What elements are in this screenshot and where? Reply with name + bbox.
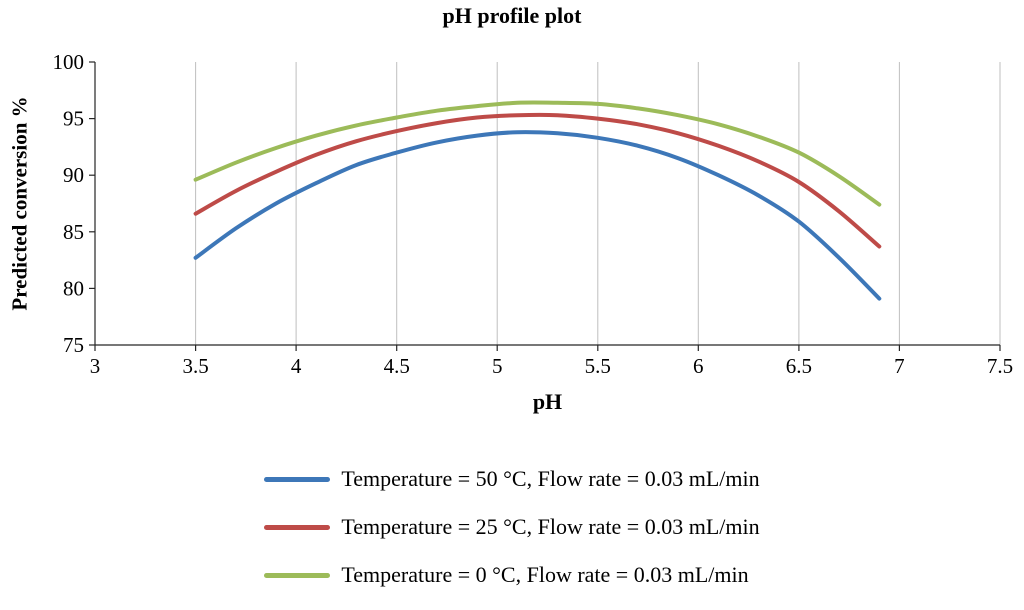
x-tick-label: 4.5 (384, 354, 410, 378)
y-tick-label: 75 (63, 333, 84, 357)
y-tick-label: 90 (63, 163, 84, 187)
x-tick-label: 6.5 (786, 354, 812, 378)
x-tick-label: 7 (894, 354, 905, 378)
x-tick-label: 6 (693, 354, 704, 378)
legend-label: Temperature = 0 °C, Flow rate = 0.03 mL/… (341, 562, 749, 587)
y-axis-title: Predicted conversion % (2, 0, 38, 407)
plot-area: 3 3.5 4 4.5 5 5.5 6 6.5 7 7.5 75 80 85 90 95 100 (53, 50, 1014, 378)
x-tick-label: 7.5 (987, 354, 1013, 378)
x-tick-label: 4 (291, 354, 302, 378)
x-axis-title: pH (532, 389, 563, 414)
series-line-0 (193, 130, 882, 301)
legend: Temperature = 50 °C, Flow rate = 0.03 mL… (264, 466, 760, 588)
y-tick-label: 95 (63, 107, 84, 131)
legend-line-swatch (264, 524, 331, 530)
legend-line-swatch (264, 572, 331, 578)
legend-line-swatch (264, 476, 331, 482)
y-axis-title-text: Predicted conversion % (7, 96, 32, 311)
legend-wrap: Temperature = 50 °C, Flow rate = 0.03 mL… (0, 466, 1024, 588)
chart-title: pH profile plot (442, 3, 582, 28)
legend-label: Temperature = 25 °C, Flow rate = 0.03 mL… (341, 514, 760, 539)
x-tick-label: 5.5 (585, 354, 611, 378)
legend-item-0: Temperature = 50 °C, Flow rate = 0.03 mL… (264, 466, 760, 492)
y-tick-label: 85 (63, 220, 84, 244)
series-line-1 (193, 112, 882, 249)
legend-item-1: Temperature = 25 °C, Flow rate = 0.03 mL… (264, 514, 760, 540)
x-tick-label: 3.5 (182, 354, 208, 378)
legend-label: Temperature = 50 °C, Flow rate = 0.03 mL… (341, 466, 760, 491)
y-tick-label: 100 (53, 50, 85, 74)
series-line-2 (193, 100, 882, 207)
x-tick-label: 5 (492, 354, 503, 378)
y-tick-label: 80 (63, 276, 84, 300)
x-tick-label: 3 (90, 354, 101, 378)
legend-item-2: Temperature = 0 °C, Flow rate = 0.03 mL/… (264, 562, 749, 588)
